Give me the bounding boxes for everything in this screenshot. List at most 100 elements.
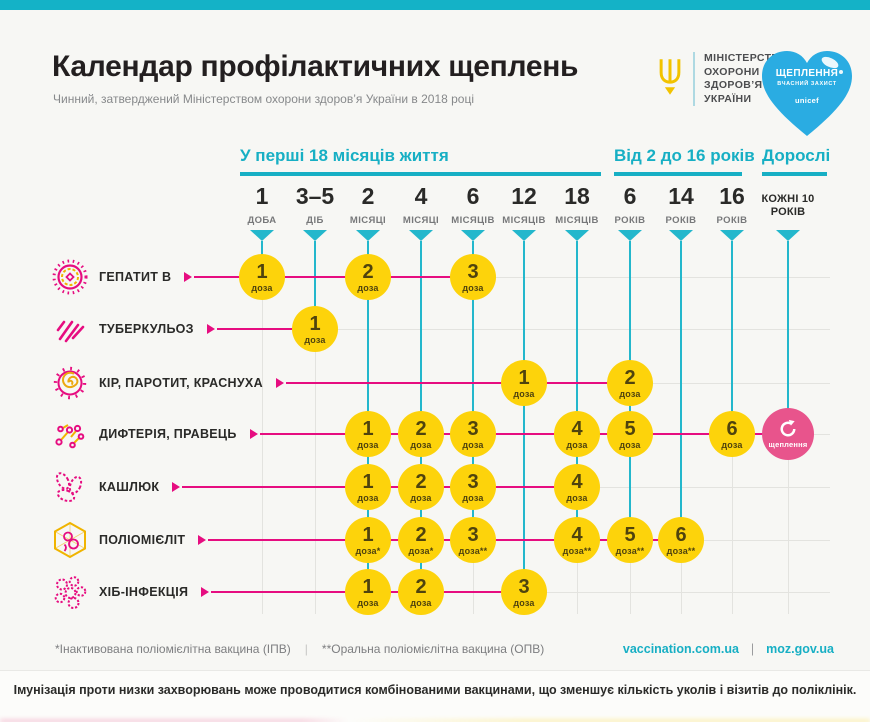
section-header-2: Дорослі [762, 146, 831, 165]
timeline-funnel-icon [303, 230, 327, 241]
dose-unit: доза* [408, 545, 434, 556]
dose-unit: доза [462, 282, 484, 293]
unicef-logo-text: unicef [795, 96, 819, 105]
page-subtitle: Чинний, затверджений Міністерством охоро… [53, 92, 475, 106]
row-extension-line [315, 329, 830, 330]
timeline-funnel-icon [356, 230, 380, 241]
dose-number: 1 [362, 470, 374, 493]
dose-number: 3 [467, 260, 479, 283]
timeline-guide-line-faint [473, 540, 474, 614]
measles-virus-icon [50, 363, 90, 403]
dose-circle: 2 доза [607, 360, 653, 406]
ministry-name-line: ЗДОРОВ’Я [704, 79, 763, 91]
column-age-unit: МІСЯЦІВ [451, 215, 495, 226]
dose-circle: 2 доза [398, 464, 444, 510]
dose-number: 6 [726, 417, 738, 440]
timeline-guide-line [314, 241, 316, 329]
dose-circle: 3 доза [450, 464, 496, 510]
dose-circle: 3 доза [450, 254, 496, 300]
row-extension-line [577, 487, 830, 488]
column-age-unit: МІСЯЦІ [349, 215, 387, 226]
section-underline [614, 172, 742, 176]
booster-label: щеплення [768, 440, 808, 449]
dose-unit: доза [462, 492, 484, 503]
row-label: ТУБЕРКУЛЬОЗ [99, 322, 194, 336]
row-label: КАШЛЮК [99, 480, 160, 494]
row-arrow-icon [184, 272, 193, 282]
footnote-ipv: *Інактивована поліомієлітна вакцина (ІПВ… [55, 642, 291, 656]
column-age-number: 16 [719, 183, 745, 209]
column-age-number: 4 [414, 183, 428, 209]
row-label: ПОЛІОМІЄЛІТ [99, 533, 186, 547]
dose-number: 2 [415, 417, 427, 440]
bottom-note: Імунізація проти низки захворювань може … [13, 683, 857, 697]
dose-unit: доза* [355, 545, 381, 556]
dose-number: 4 [571, 523, 583, 546]
row-connector-line [194, 276, 473, 278]
dose-number: 1 [362, 575, 374, 598]
footnotes: *Інактивована поліомієлітна вакцина (ІПВ… [55, 642, 544, 656]
timeline-guide-line [680, 241, 682, 540]
timeline-guide-line [472, 241, 474, 540]
hib-bacteria-icon [50, 572, 90, 612]
dose-circle: 6 доза** [658, 517, 704, 563]
repeat-icon [780, 419, 796, 437]
dose-circle: 1 доза [292, 306, 338, 352]
column-age-number: 14 [668, 183, 694, 209]
links-separator: | [750, 642, 755, 656]
cropped-next-section-hint [0, 719, 870, 722]
row-arrow-icon [201, 587, 210, 597]
dose-circle: 1 доза [501, 360, 547, 406]
row-label: ГЕПАТИТ В [99, 270, 172, 284]
section-underline [240, 172, 601, 176]
dose-circle: 1 доза [345, 464, 391, 510]
timeline-funnel-icon [461, 230, 485, 241]
column-age-number: 1 [255, 183, 269, 209]
dose-unit: доза [251, 282, 273, 293]
row-extension-line [524, 592, 830, 593]
bottom-band: Імунізація проти низки захворювань може … [0, 670, 870, 722]
column-age-unit: ДІБ [306, 215, 324, 226]
column-age-unit: КОЖНІ 10 РОКІВ [761, 193, 815, 218]
timeline-guide-line-faint [577, 540, 578, 614]
dose-circle: 4 доза [554, 411, 600, 457]
timeline-guide-line [523, 241, 525, 592]
dose-unit: доза [721, 439, 743, 450]
hepatitis-b-virus-icon [50, 257, 90, 297]
ministry-logo: МІНІСТЕРСТВО ОХОРОНИ ЗДОРОВ’Я УКРАЇНИ [656, 52, 788, 106]
dose-unit: доза [410, 439, 432, 450]
moz-site-link[interactable]: moz.gov.ua [766, 642, 834, 656]
column-age-unit: РОКІВ [665, 215, 697, 226]
dose-number: 2 [415, 523, 427, 546]
timeline-guide-line-faint [630, 540, 631, 614]
tuberculosis-bacteria-icon [50, 309, 90, 349]
column-age-number: 3–5 [295, 183, 335, 209]
section-underline [762, 172, 827, 176]
dose-number: 2 [415, 575, 427, 598]
dose-unit: доза [566, 439, 588, 450]
dose-unit: доза [410, 492, 432, 503]
vaccination-site-link[interactable]: vaccination.com.ua [622, 642, 739, 656]
heart-badge: ЩЕПЛЕННЯ ВЧАСНИЙ ЗАХИСТ unicef [757, 46, 857, 140]
row-head-polio: ПОЛІОМІЄЛІТ [50, 520, 207, 560]
dose-unit: доза [357, 439, 379, 450]
footnote-separator: | [304, 642, 308, 656]
dose-number: 4 [571, 417, 583, 440]
row-extension-line [473, 277, 830, 278]
timeline-funnel-icon [720, 230, 744, 241]
dose-circle: 1 доза [345, 569, 391, 615]
timeline-funnel-icon [409, 230, 433, 241]
dose-circle: 4 доза** [554, 517, 600, 563]
row-arrow-icon [249, 429, 258, 439]
dose-number: 4 [571, 470, 583, 493]
dose-circle: 1 доза [239, 254, 285, 300]
footnote-opv: **Оральна поліомієлітна вакцина (ОПВ) [321, 642, 545, 656]
diphtheria-bacteria-icon [50, 414, 90, 454]
timeline-guide-line [787, 241, 789, 434]
booster-circle: щеплення [762, 408, 814, 460]
dose-circle: 5 доза [607, 411, 653, 457]
dose-unit: доза [513, 597, 535, 608]
trident-icon [656, 54, 684, 105]
dose-number: 3 [518, 575, 530, 598]
